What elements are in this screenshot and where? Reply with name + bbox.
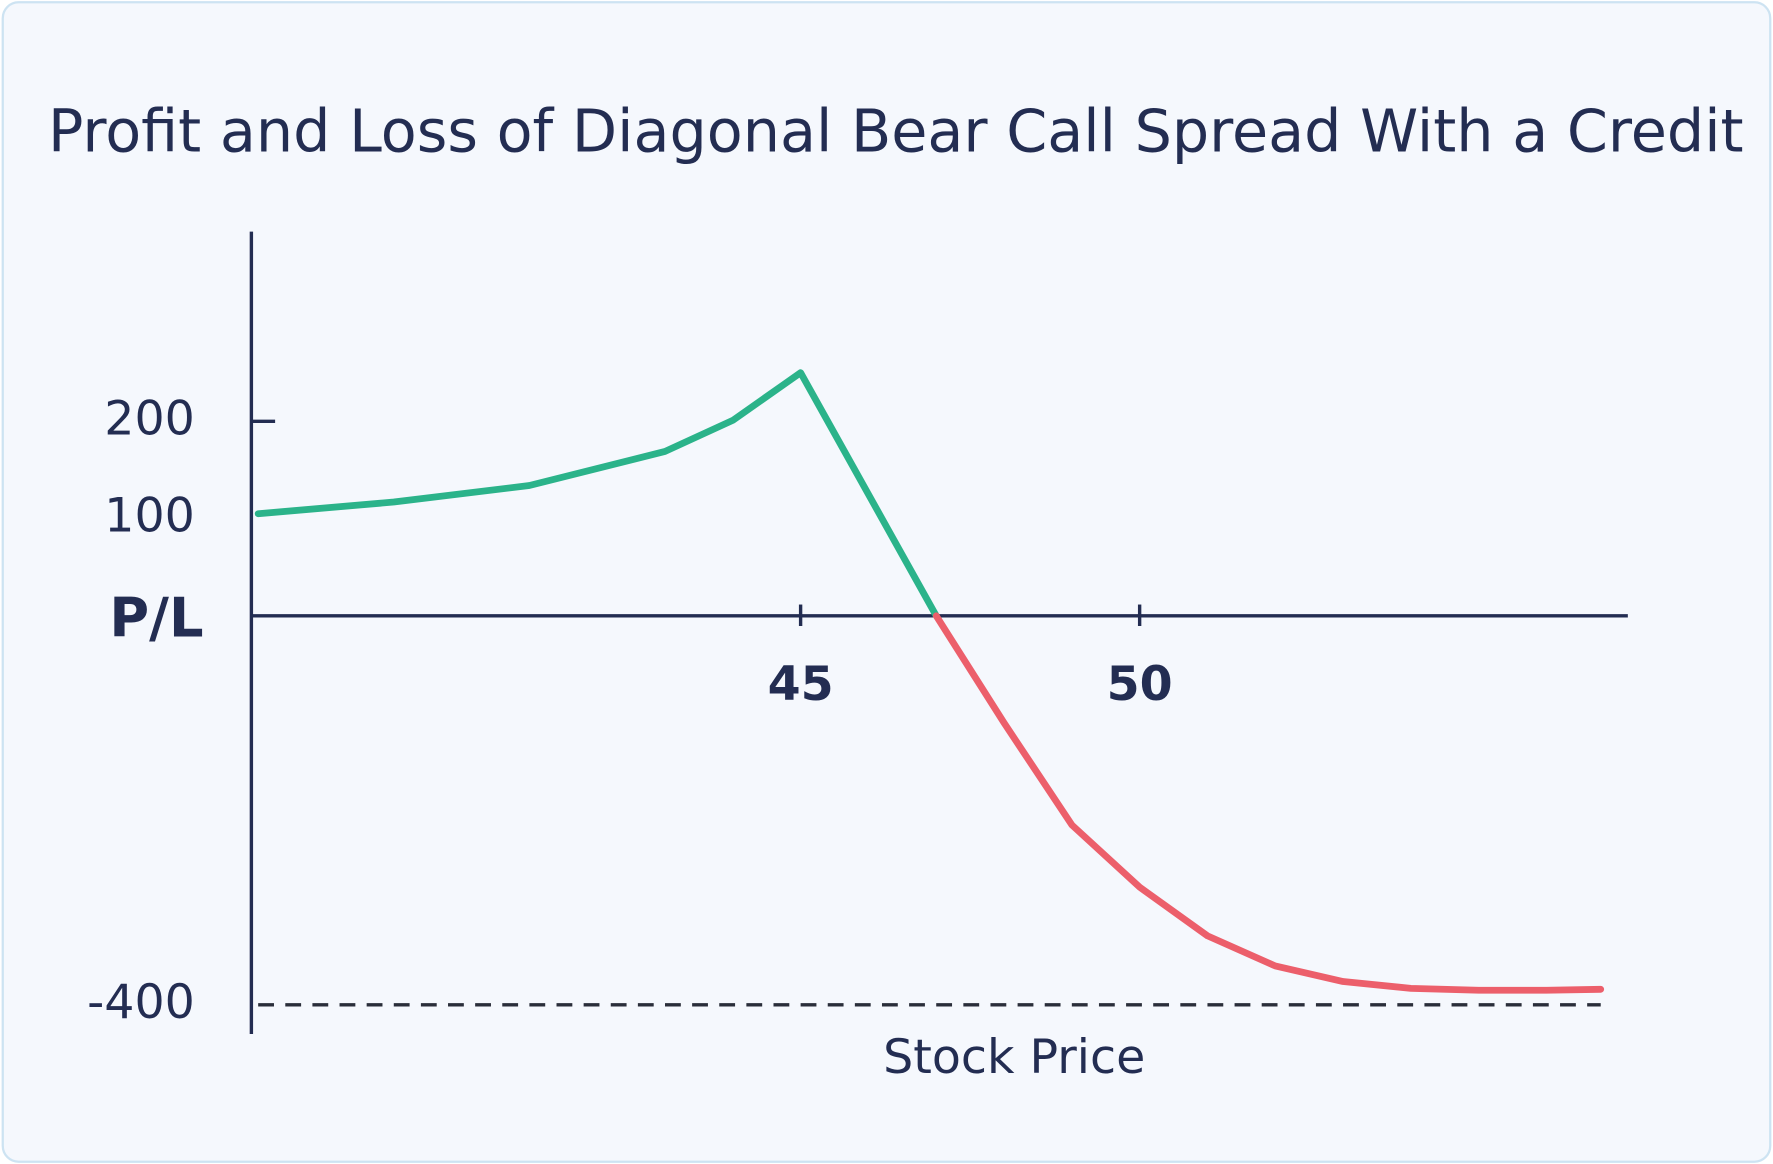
pl-line (932, 612, 1605, 994)
y-tick-label: 100 (104, 489, 195, 544)
y-tick-label: -400 (87, 975, 195, 1030)
chart-title: Profit and Loss of Diagonal Bear Call Sp… (48, 97, 1744, 166)
pl-line (254, 369, 940, 620)
x-tick-label: 45 (768, 657, 834, 712)
y-axis-label: P/L (109, 587, 203, 650)
y-tick-label: 200 (104, 391, 195, 446)
x-axis-label: Stock Price (883, 1030, 1145, 1085)
x-tick-label: 50 (1107, 657, 1173, 712)
